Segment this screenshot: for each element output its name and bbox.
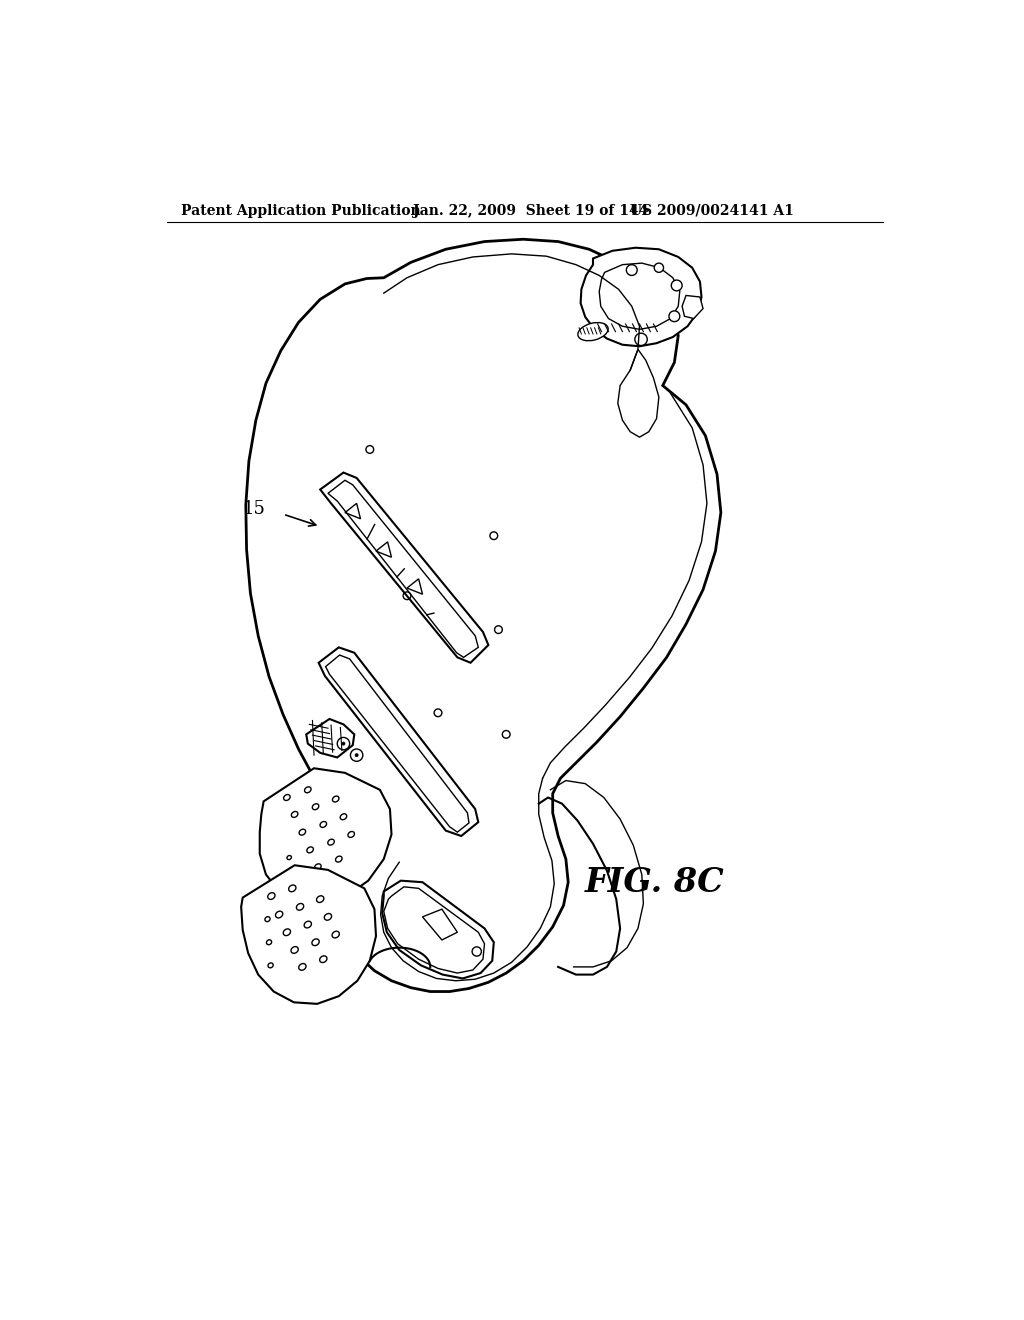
Ellipse shape — [328, 840, 334, 845]
Text: 15: 15 — [243, 500, 266, 517]
Ellipse shape — [268, 962, 273, 968]
Circle shape — [342, 742, 345, 744]
Ellipse shape — [312, 804, 318, 809]
Ellipse shape — [321, 821, 327, 828]
Ellipse shape — [284, 795, 290, 800]
Ellipse shape — [325, 913, 332, 920]
Ellipse shape — [292, 812, 298, 817]
Ellipse shape — [287, 855, 292, 859]
Text: Patent Application Publication: Patent Application Publication — [180, 203, 420, 218]
Polygon shape — [617, 350, 658, 437]
Polygon shape — [321, 473, 488, 663]
Circle shape — [472, 946, 481, 956]
Polygon shape — [241, 866, 376, 1003]
Ellipse shape — [296, 903, 304, 911]
Circle shape — [672, 280, 682, 290]
Circle shape — [669, 312, 680, 322]
Polygon shape — [260, 768, 391, 904]
Polygon shape — [682, 296, 703, 318]
Circle shape — [627, 264, 637, 276]
Text: US 2009/0024141 A1: US 2009/0024141 A1 — [630, 203, 794, 218]
Ellipse shape — [314, 863, 322, 870]
Polygon shape — [306, 719, 354, 758]
Ellipse shape — [275, 911, 283, 917]
Ellipse shape — [299, 964, 306, 970]
Ellipse shape — [312, 939, 319, 945]
Text: Jan. 22, 2009  Sheet 19 of 144: Jan. 22, 2009 Sheet 19 of 144 — [414, 203, 648, 218]
Polygon shape — [581, 248, 701, 346]
Polygon shape — [318, 647, 478, 836]
Circle shape — [337, 738, 349, 750]
Ellipse shape — [291, 946, 298, 953]
Ellipse shape — [289, 884, 296, 892]
Ellipse shape — [266, 940, 271, 945]
Circle shape — [355, 754, 358, 756]
Ellipse shape — [288, 883, 294, 890]
Text: FIG. 8C: FIG. 8C — [585, 866, 725, 899]
Ellipse shape — [267, 892, 275, 899]
Ellipse shape — [284, 929, 291, 936]
Ellipse shape — [348, 832, 354, 837]
Ellipse shape — [333, 796, 339, 803]
Ellipse shape — [578, 322, 608, 341]
Circle shape — [635, 333, 647, 346]
Polygon shape — [246, 239, 721, 991]
Ellipse shape — [336, 857, 342, 862]
Circle shape — [350, 748, 362, 762]
Polygon shape — [382, 880, 494, 978]
Ellipse shape — [307, 847, 313, 853]
Ellipse shape — [316, 896, 324, 903]
Ellipse shape — [265, 916, 270, 921]
Circle shape — [654, 263, 664, 272]
Ellipse shape — [340, 813, 347, 820]
Ellipse shape — [304, 787, 311, 793]
Ellipse shape — [319, 956, 327, 962]
Ellipse shape — [299, 829, 305, 836]
Ellipse shape — [332, 931, 339, 939]
Ellipse shape — [304, 921, 311, 928]
